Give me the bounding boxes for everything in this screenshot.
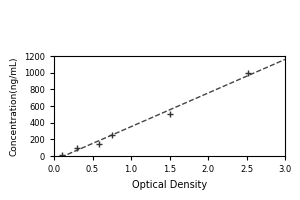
Y-axis label: Concentration(ng/mL): Concentration(ng/mL) xyxy=(9,56,18,156)
X-axis label: Optical Density: Optical Density xyxy=(132,180,207,190)
